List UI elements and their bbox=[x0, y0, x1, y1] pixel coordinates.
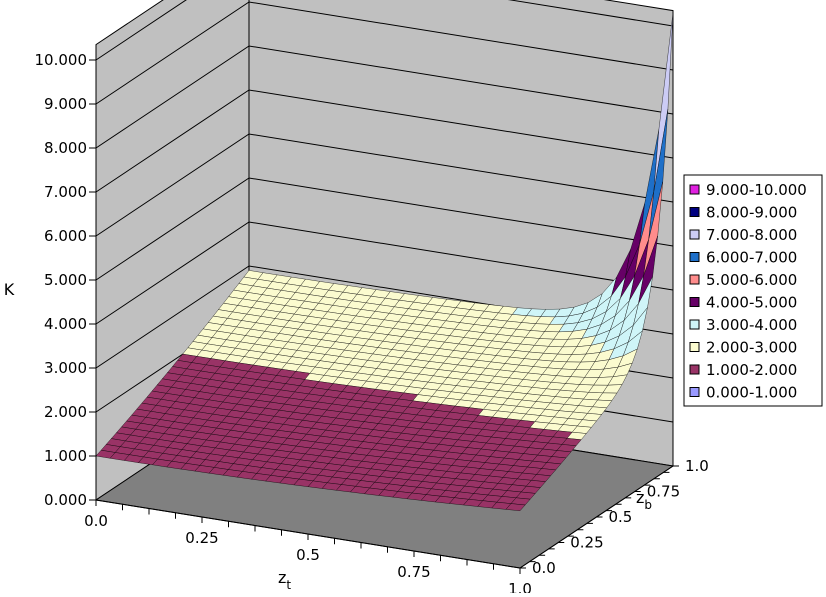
x-tick-label: 1.0 bbox=[508, 580, 532, 593]
z-tick-label: 7.000 bbox=[44, 183, 87, 201]
x-tick-label: 0.25 bbox=[185, 529, 218, 547]
y-tick-label: 0.25 bbox=[570, 534, 603, 552]
gridline bbox=[95, 221, 674, 325]
legend-label: 8.000-9.000 bbox=[706, 204, 797, 222]
surface-cell bbox=[505, 503, 526, 512]
surface-mesh bbox=[95, 12, 674, 512]
legend-swatch bbox=[689, 364, 700, 375]
chart-axes: 0.000 1.000 2.000 3.000 4.000 5.000 6.000 7.000… bbox=[4, 51, 709, 597]
gridline bbox=[95, 133, 674, 237]
z-tick-label: 0.000 bbox=[44, 491, 87, 509]
z-tick-label: 9.000 bbox=[44, 95, 87, 113]
y-tick-label: 1.0 bbox=[685, 457, 709, 475]
z-tick-label: 1.000 bbox=[44, 447, 87, 465]
y-tick-label: 0.5 bbox=[609, 508, 633, 526]
y-tick-label: 0.75 bbox=[647, 483, 680, 501]
legend-label: 9.000-10.000 bbox=[706, 181, 807, 199]
legend-swatch bbox=[689, 207, 700, 217]
legend-swatch bbox=[689, 184, 700, 195]
legend-swatch bbox=[689, 319, 700, 330]
z-tick-label: 2.000 bbox=[44, 403, 87, 421]
legend-label: 6.000-7.000 bbox=[706, 249, 797, 267]
x-axis-title: zt bbox=[278, 568, 291, 592]
legend-label: 2.000-3.000 bbox=[706, 339, 797, 357]
legend-label: 7.000-8.000 bbox=[706, 226, 797, 244]
legend-swatch bbox=[689, 342, 700, 352]
x-tick-label: 0.5 bbox=[296, 546, 320, 564]
legend-label: 3.000-4.000 bbox=[706, 316, 797, 334]
x-tick-label: 0.75 bbox=[397, 563, 430, 581]
legend-label: 4.000-5.000 bbox=[706, 294, 797, 312]
gridline bbox=[95, 1, 674, 105]
legend-swatch bbox=[689, 297, 700, 307]
z-tick-label: 6.000 bbox=[44, 227, 87, 245]
z-tick-label: 3.000 bbox=[44, 359, 87, 377]
gridline bbox=[95, 45, 674, 149]
gridline bbox=[95, 0, 674, 61]
legend-swatch bbox=[689, 252, 700, 262]
legend-label: 5.000-6.000 bbox=[706, 271, 797, 289]
z-tick-label: 8.000 bbox=[44, 139, 87, 157]
z-tick-label: 4.000 bbox=[44, 315, 87, 333]
legend-label: 1.000-2.000 bbox=[706, 361, 797, 379]
gridline bbox=[95, 89, 674, 193]
legend-box bbox=[683, 174, 823, 407]
x-tick-label: 0.0 bbox=[84, 512, 108, 530]
z-axis-title: K bbox=[4, 280, 15, 299]
y-tick-label: 0.0 bbox=[532, 559, 556, 577]
legend-swatch bbox=[689, 274, 700, 285]
legend-label: 0.000-1.000 bbox=[706, 384, 797, 402]
legend-swatch bbox=[689, 387, 700, 397]
legend: 9.000-10.000 8.000-9.000 7.000-8.000 6.000-… bbox=[683, 174, 823, 407]
legend-swatch bbox=[689, 229, 700, 240]
z-tick-label: 10.000 bbox=[35, 51, 88, 69]
gridline bbox=[95, 177, 674, 281]
z-tick-label: 5.000 bbox=[44, 271, 87, 289]
